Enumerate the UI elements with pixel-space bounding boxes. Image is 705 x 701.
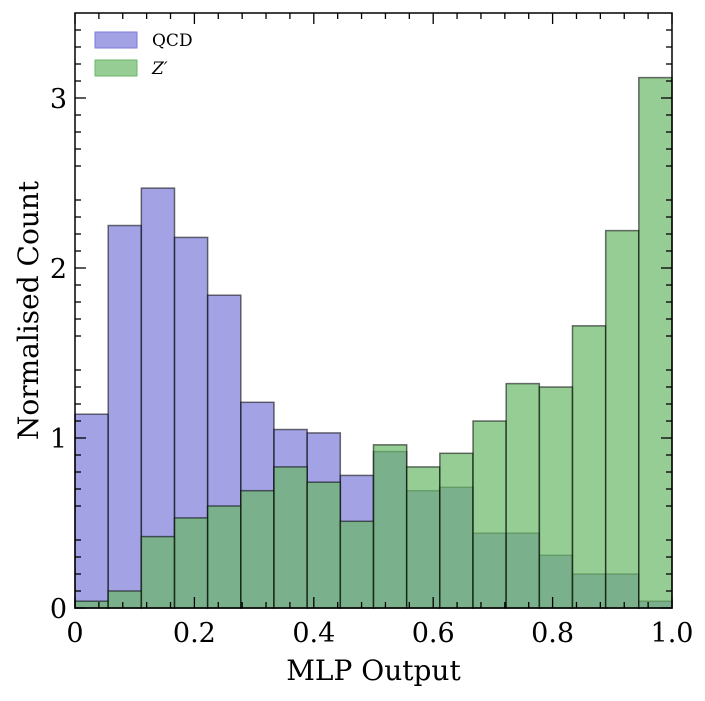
legend-label-qcd: QCD xyxy=(152,31,193,51)
bar-zprime-2 xyxy=(140,535,176,609)
legend-label-zprime: Z′ xyxy=(151,59,168,79)
bar-zprime-15 xyxy=(571,325,607,609)
y-tick-label-2: 2 xyxy=(50,254,67,285)
x-tick-label-3: 0.6 xyxy=(412,618,455,649)
bar-zprime-13 xyxy=(505,382,541,609)
bar-zprime-3 xyxy=(173,517,209,609)
bar-qcd-0 xyxy=(74,413,109,609)
axis-ticks xyxy=(74,13,673,609)
bar-zprime-12 xyxy=(472,420,507,609)
bar-zprime-6 xyxy=(273,466,308,609)
x-tick-label-4: 0.8 xyxy=(531,618,574,649)
bar-zprime-14 xyxy=(538,386,574,609)
legend: QCD Z′ xyxy=(94,31,193,79)
bar-zprime-11 xyxy=(439,452,474,609)
y-tick-label-3: 3 xyxy=(50,84,67,115)
bar-zprime-5 xyxy=(240,489,275,609)
x-tick-label-1: 0.2 xyxy=(173,618,216,649)
x-axis-label: MLP Output xyxy=(286,654,461,687)
bar-zprime-1 xyxy=(107,590,143,609)
bar-zprime-4 xyxy=(206,505,242,609)
x-tick-labels: 0 0.2 0.4 0.6 0.8 1.0 xyxy=(66,618,693,649)
bar-zprime-0 xyxy=(74,600,109,609)
x-tick-label-5: 1.0 xyxy=(651,618,694,649)
legend-swatch-zprime xyxy=(94,59,138,77)
bar-qcd-1 xyxy=(107,224,143,609)
bar-zprime-7 xyxy=(306,481,342,609)
bar-zprime-8 xyxy=(339,520,375,609)
bar-zprime-17 xyxy=(638,76,673,609)
y-axis-label: Normalised Count xyxy=(12,180,45,440)
y-tick-label-0: 0 xyxy=(50,594,67,625)
legend-swatch-qcd xyxy=(94,31,138,49)
plot-frame xyxy=(74,12,673,609)
bar-zprime-10 xyxy=(405,466,441,609)
x-tick-label-2: 0.4 xyxy=(292,618,335,649)
bar-zprime-9 xyxy=(372,444,408,609)
y-tick-labels: 0 1 2 3 xyxy=(50,84,67,625)
y-tick-label-1: 1 xyxy=(50,424,67,455)
x-tick-label-0: 0 xyxy=(66,618,83,649)
bar-zprime-16 xyxy=(604,229,640,609)
